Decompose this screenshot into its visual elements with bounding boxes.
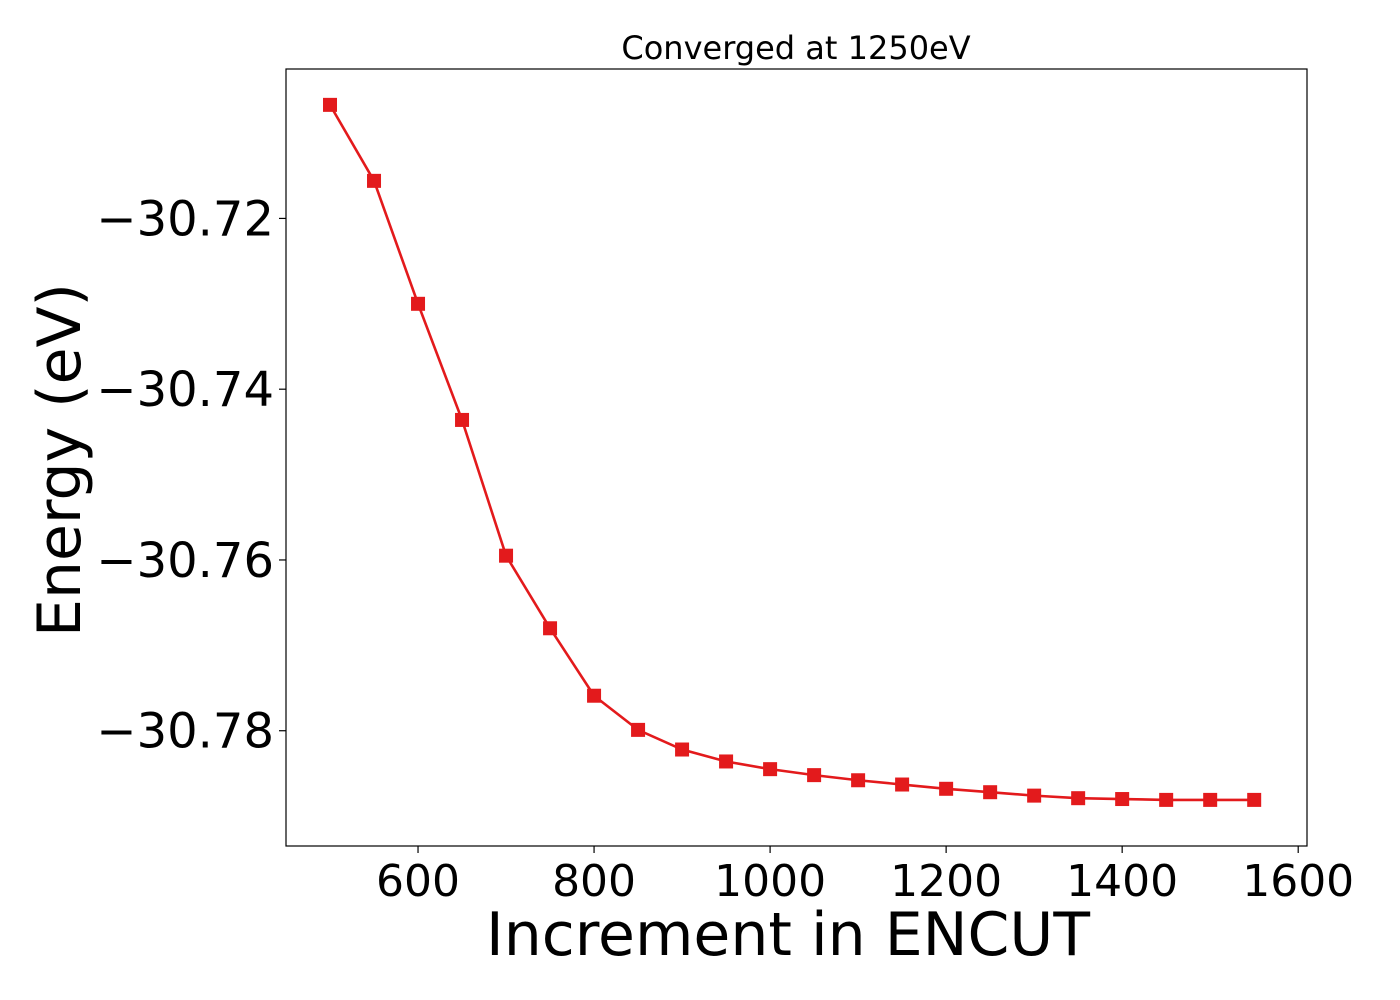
data-point [1203, 792, 1218, 807]
data-point [939, 781, 954, 796]
data-point [587, 688, 602, 703]
data-point [323, 97, 338, 112]
data-point [1159, 792, 1174, 807]
series-layer [323, 97, 1262, 807]
series-line [328, 104, 1255, 802]
x-tick-label: 1600 [1242, 856, 1354, 907]
data-point [1115, 792, 1130, 807]
data-point [983, 785, 998, 800]
plot-area [285, 68, 1308, 847]
data-point [719, 754, 734, 769]
data-point [367, 173, 382, 188]
data-point [895, 777, 910, 792]
x-tick-label: 1000 [714, 856, 826, 907]
y-axis: −30.72 −30.74 −30.76 −30.78 [96, 191, 286, 760]
data-point [807, 768, 822, 783]
data-point [1247, 792, 1262, 807]
data-point [851, 773, 866, 788]
x-axis: 600 800 1000 1200 1400 1600 [376, 846, 1354, 907]
data-point [675, 742, 690, 757]
y-tick-label: −30.74 [96, 362, 274, 418]
x-tick-label: 600 [376, 856, 460, 907]
data-point [1027, 788, 1042, 803]
data-point [1071, 791, 1086, 806]
data-point [455, 412, 470, 427]
y-axis-label: Energy (eV) [25, 283, 95, 637]
y-tick-label: −30.78 [96, 704, 274, 760]
data-point [499, 548, 514, 563]
data-point [631, 722, 646, 737]
y-tick-label: −30.76 [96, 533, 274, 589]
x-axis-label: Increment in ENCUT [486, 900, 1090, 970]
y-tick-label: −30.72 [96, 191, 274, 247]
chart-title: Converged at 1250eV [621, 29, 970, 67]
data-point [543, 621, 558, 636]
data-point [763, 762, 778, 777]
x-tick-label: 1200 [890, 856, 1002, 907]
x-tick-label: 1400 [1066, 856, 1178, 907]
data-point [411, 296, 426, 311]
x-tick-label: 800 [552, 856, 636, 907]
